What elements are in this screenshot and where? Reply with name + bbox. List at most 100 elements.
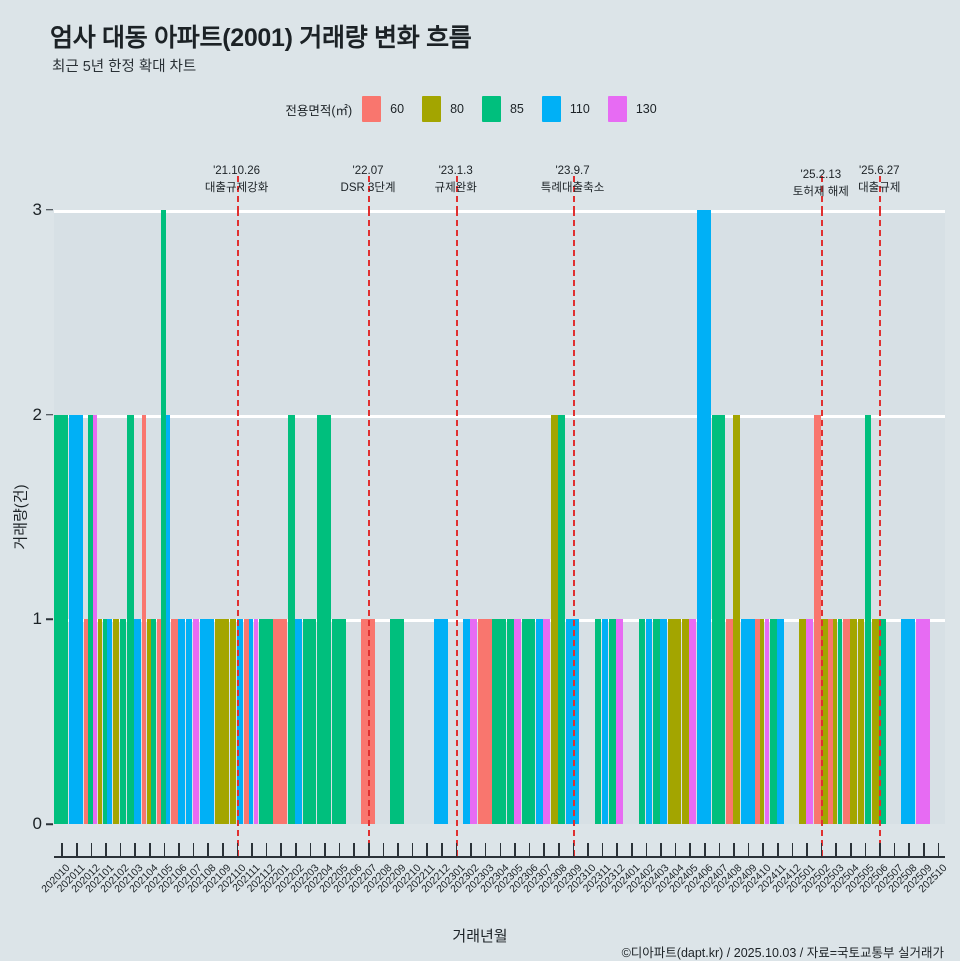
bar-202508-110[interactable] — [901, 619, 916, 824]
bar-202311-110[interactable] — [601, 619, 609, 824]
bar-202102-85[interactable] — [119, 619, 127, 824]
bar-202501-130[interactable] — [806, 619, 813, 824]
bar-202403-85[interactable] — [653, 619, 660, 824]
bar-202406-110[interactable] — [696, 209, 711, 824]
bar-202410-60[interactable] — [755, 619, 760, 824]
event-date-202506: '25.6.27 — [858, 165, 900, 177]
bar-202212-110[interactable] — [434, 619, 448, 824]
bar-202303-60[interactable] — [477, 619, 492, 824]
bar-202504-80[interactable] — [850, 619, 857, 824]
bar-202302-130[interactable] — [470, 619, 477, 824]
bar-202402-85[interactable] — [638, 619, 646, 824]
bar-202504-60[interactable] — [843, 619, 850, 824]
bar-202308-80[interactable] — [550, 414, 558, 824]
bar-202103-85[interactable] — [127, 414, 135, 824]
bar-202503-85[interactable] — [837, 619, 843, 824]
bar-202308-85[interactable] — [557, 414, 565, 824]
bar-202105-60[interactable] — [156, 619, 161, 824]
bar-202411-110[interactable] — [777, 619, 784, 824]
bar-202012-85[interactable] — [88, 414, 93, 824]
bar-202305-130[interactable] — [514, 619, 521, 824]
bar-202202-85[interactable] — [287, 414, 295, 824]
bar-202110-80[interactable] — [229, 619, 237, 824]
bar-202305-85[interactable] — [507, 619, 514, 824]
bar-202104-85[interactable] — [151, 619, 156, 824]
bar-202502-80[interactable] — [820, 619, 828, 824]
bar-202502-60[interactable] — [813, 414, 821, 824]
bar-202101-85[interactable] — [102, 619, 108, 824]
bar-202202-110[interactable] — [295, 619, 302, 824]
bar-202503-60[interactable] — [828, 619, 833, 824]
bar-202106-60[interactable] — [171, 619, 178, 824]
bar-202106-110[interactable] — [178, 619, 185, 824]
bar-202207-60[interactable] — [361, 619, 375, 824]
bar-202105-110[interactable] — [165, 414, 171, 824]
bar-202012-130[interactable] — [92, 414, 98, 824]
legend-item-85[interactable]: 85 — [481, 96, 524, 122]
bar-202410-80[interactable] — [760, 619, 765, 824]
bar-202108-110[interactable] — [200, 619, 215, 824]
bar-202201-60[interactable] — [273, 619, 288, 824]
bar-202104-60[interactable] — [141, 414, 147, 824]
bar-202101-110[interactable] — [107, 619, 112, 824]
bar-202107-110[interactable] — [185, 619, 193, 824]
bar-202205-85[interactable] — [331, 619, 346, 824]
bar-202111-130[interactable] — [253, 619, 258, 824]
bar-202304-85[interactable] — [492, 619, 507, 824]
bar-202405-80[interactable] — [682, 619, 690, 824]
bar-202109-80[interactable] — [214, 619, 229, 824]
legend-item-60[interactable]: 60 — [362, 96, 404, 122]
bar-202010-85[interactable] — [54, 414, 68, 824]
bar-202111-110[interactable] — [248, 619, 254, 824]
bar-202505-85[interactable] — [864, 414, 872, 824]
bar-202307-130[interactable] — [543, 619, 551, 824]
legend-item-110[interactable]: 110 — [541, 96, 590, 122]
legend-item-80[interactable]: 80 — [422, 96, 464, 122]
x-tick-mark-202305 — [514, 843, 516, 856]
bar-202409-110[interactable] — [740, 619, 755, 824]
bar-202312-85[interactable] — [609, 619, 617, 824]
bar-202411-85[interactable] — [770, 619, 777, 824]
bar-202309-110[interactable] — [565, 619, 580, 824]
bar-202408-60[interactable] — [726, 619, 733, 824]
event-line-top-202110 — [236, 176, 239, 212]
bar-202203-85[interactable] — [302, 619, 317, 824]
event-line-top-202506 — [879, 176, 882, 212]
x-axis-title: 거래년월 — [452, 928, 508, 945]
bar-202104-80[interactable] — [146, 619, 151, 824]
bar-202306-85[interactable] — [521, 619, 536, 824]
bar-202112-85[interactable] — [258, 619, 273, 824]
legend-item-130[interactable]: 130 — [607, 96, 657, 122]
bar-202307-110[interactable] — [536, 619, 543, 824]
bar-202503-80[interactable] — [833, 619, 838, 824]
bar-202402-110[interactable] — [645, 619, 653, 824]
bar-202103-110[interactable] — [134, 619, 142, 824]
bar-202405-130[interactable] — [689, 619, 697, 824]
bar-202102-80[interactable] — [112, 619, 120, 824]
bar-202204-85[interactable] — [317, 414, 331, 824]
bar-202012-60[interactable] — [83, 619, 88, 824]
bar-202101-80[interactable] — [98, 619, 103, 824]
x-tick-mark-202107 — [192, 843, 195, 856]
x-tick-mark-202505 — [864, 843, 867, 856]
bar-202410-130[interactable] — [764, 619, 770, 824]
bar-202111-60[interactable] — [244, 619, 249, 824]
bar-202105-85[interactable] — [161, 209, 166, 824]
bar-202408-80[interactable] — [733, 414, 740, 824]
bar-202505-80[interactable] — [857, 619, 865, 824]
bar-202011-110[interactable] — [68, 414, 83, 824]
bar-202407-85[interactable] — [711, 414, 726, 824]
bar-202110-110[interactable] — [236, 619, 244, 824]
bar-202107-130[interactable] — [192, 619, 200, 824]
bar-202312-130[interactable] — [616, 619, 624, 824]
bar-202501-80[interactable] — [799, 619, 806, 824]
bar-202302-110[interactable] — [463, 619, 470, 824]
bar-202209-85[interactable] — [390, 619, 404, 824]
bar-202506-80[interactable] — [872, 619, 879, 824]
bar-202509-130[interactable] — [916, 619, 930, 824]
bar-202506-85[interactable] — [879, 619, 886, 824]
bar-202311-85[interactable] — [594, 619, 602, 824]
bar-202403-110[interactable] — [660, 619, 667, 824]
bar-202404-80[interactable] — [667, 619, 682, 824]
event-label-202110: '21.10.26 대출규제강화 — [205, 163, 268, 196]
